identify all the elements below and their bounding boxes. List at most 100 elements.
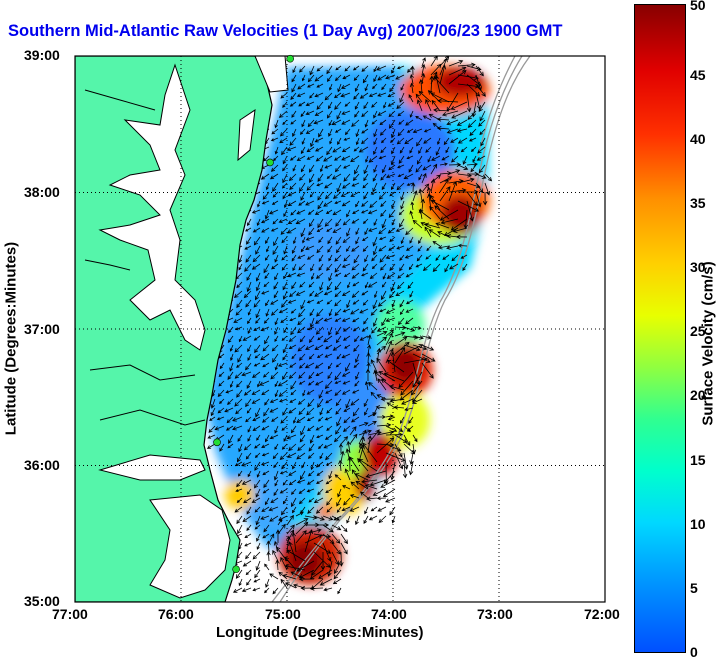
velocity-vector xyxy=(334,74,342,82)
velocity-vector xyxy=(305,110,315,116)
velocity-vector xyxy=(328,119,333,127)
x-tick-label: 75:00 xyxy=(265,606,301,622)
velocity-vector xyxy=(373,128,378,138)
velocity-vector xyxy=(299,182,306,193)
velocity-vector xyxy=(337,83,342,93)
velocity-vector xyxy=(319,452,324,460)
velocity-vector xyxy=(286,434,297,440)
velocity-vector xyxy=(261,389,270,396)
velocity-vector xyxy=(472,155,477,163)
velocity-vector xyxy=(270,308,279,316)
velocity-vector xyxy=(288,335,297,342)
velocity-vector xyxy=(405,308,414,313)
velocity-vector xyxy=(262,362,270,368)
velocity-vector xyxy=(314,362,324,369)
velocity-vector xyxy=(297,317,306,326)
velocity-vector xyxy=(229,344,234,352)
velocity-vector xyxy=(352,299,360,305)
velocity-vector xyxy=(343,137,351,141)
velocity-vector xyxy=(309,586,324,591)
velocity-vector xyxy=(246,272,252,281)
velocity-vector xyxy=(252,254,261,263)
velocity-vector xyxy=(279,128,288,137)
velocity-vector xyxy=(291,245,297,254)
velocity-vector xyxy=(238,578,243,587)
velocity-vector xyxy=(335,425,342,435)
velocity-vector xyxy=(254,461,261,471)
velocity-vector xyxy=(214,425,225,431)
velocity-vector xyxy=(246,236,252,245)
velocity-vector xyxy=(256,542,261,550)
velocity-vector xyxy=(328,326,333,336)
velocity-vector xyxy=(274,119,279,129)
velocity-vector xyxy=(274,254,279,263)
velocity-vector xyxy=(236,281,243,289)
velocity-vector xyxy=(346,299,351,309)
velocity-vector xyxy=(298,497,306,505)
velocity-vector xyxy=(394,425,404,432)
velocity-vector xyxy=(310,137,315,148)
velocity-vector xyxy=(325,344,333,350)
velocity-vector xyxy=(373,164,378,173)
velocity-vector xyxy=(325,389,333,394)
velocity-vector xyxy=(268,506,279,512)
velocity-vector xyxy=(346,209,351,218)
velocity-vector xyxy=(217,407,225,414)
velocity-vector xyxy=(396,65,405,70)
velocity-vector xyxy=(255,515,261,526)
velocity-vector xyxy=(334,474,342,481)
velocity-vector xyxy=(429,75,434,94)
velocity-vector xyxy=(364,254,369,263)
velocity-vector xyxy=(304,528,322,535)
velocity-vector xyxy=(278,110,288,118)
y-tick-label: 36:00 xyxy=(24,457,60,473)
velocity-vector xyxy=(369,272,378,279)
velocity-vector xyxy=(364,407,369,416)
velocity-vector xyxy=(457,189,479,195)
velocity-vector xyxy=(324,164,333,169)
velocity-vector xyxy=(257,380,261,388)
velocity-vector xyxy=(363,191,369,200)
velocity-vector xyxy=(314,290,324,297)
velocity-vector xyxy=(298,380,306,385)
velocity-vector xyxy=(300,425,306,436)
velocity-vector xyxy=(377,506,387,512)
velocity-vector xyxy=(306,488,315,493)
velocity-vector xyxy=(255,245,261,255)
velocity-vector xyxy=(381,83,387,91)
velocity-vector xyxy=(274,362,279,371)
velocity-vector xyxy=(368,515,378,521)
velocity-vector xyxy=(236,380,243,388)
colorbar-tick: 25 xyxy=(690,323,706,339)
velocity-vector xyxy=(371,119,378,125)
velocity-vector xyxy=(430,178,436,193)
velocity-vector xyxy=(376,330,388,337)
velocity-vector xyxy=(372,299,378,310)
velocity-vector xyxy=(429,205,441,220)
velocity-vector xyxy=(370,359,378,373)
velocity-vector xyxy=(227,443,234,449)
velocity-vector xyxy=(362,182,369,189)
velocity-vector xyxy=(277,380,288,387)
velocity-vector xyxy=(384,461,389,485)
velocity-vector xyxy=(281,443,288,450)
velocity-vector xyxy=(399,218,405,228)
velocity-vector xyxy=(282,281,288,291)
velocity-vector xyxy=(394,452,404,470)
velocity-vector xyxy=(266,245,270,253)
velocity-vector xyxy=(298,200,306,206)
velocity-vector xyxy=(353,362,360,368)
velocity-vector xyxy=(355,137,360,146)
velocity-vector xyxy=(363,164,369,175)
velocity-vector xyxy=(343,497,351,506)
albemarle-sound xyxy=(98,454,206,481)
velocity-vector xyxy=(277,518,283,526)
velocity-vector xyxy=(431,99,441,112)
velocity-vector xyxy=(241,479,252,485)
velocity-vector xyxy=(425,254,432,260)
velocity-vector xyxy=(271,344,279,352)
velocity-vector xyxy=(409,210,414,220)
velocity-vector xyxy=(370,506,378,512)
velocity-vector xyxy=(308,227,315,236)
velocity-vector xyxy=(421,57,426,67)
